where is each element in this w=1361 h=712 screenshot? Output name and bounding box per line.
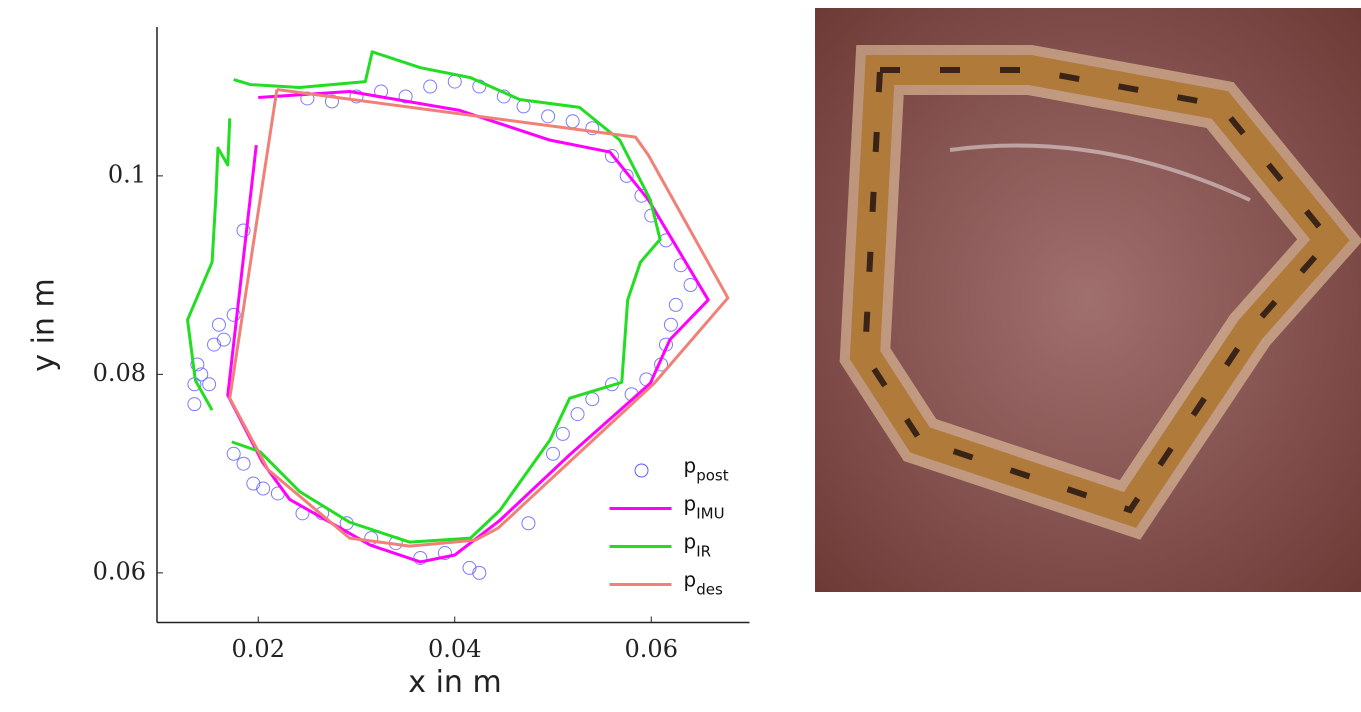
x-axis-label: x in m — [408, 665, 501, 700]
legend-subscript: IR — [696, 542, 711, 560]
scatter-point — [424, 80, 437, 93]
legend-marker — [635, 464, 648, 477]
scatter-point — [566, 115, 579, 128]
x-tick-label: 0.04 — [428, 635, 481, 663]
scatter-point — [669, 298, 682, 311]
scatter-point — [556, 427, 569, 440]
y-axis-label: y in m — [27, 278, 62, 371]
scatter-point — [257, 482, 270, 495]
scatter-point — [247, 477, 260, 490]
scatter-point — [664, 318, 677, 331]
scatter-point — [473, 566, 486, 579]
scatter-point — [547, 447, 560, 460]
legend-name: p — [684, 567, 697, 591]
legend-subscript: des — [696, 580, 723, 598]
legend-name: p — [684, 491, 697, 515]
scatter-point — [217, 333, 230, 346]
scatter-point — [208, 338, 221, 351]
scatter-point — [522, 517, 535, 530]
scatter-point — [227, 447, 240, 460]
photo — [815, 8, 1361, 592]
series-line — [188, 52, 661, 542]
series-line — [230, 90, 728, 547]
x-tick-label: 0.06 — [625, 635, 678, 663]
legend-name: p — [684, 453, 697, 477]
scatter-point — [203, 378, 216, 391]
legend-name: p — [684, 529, 697, 553]
y-tick-label: 0.1 — [108, 160, 146, 188]
scatter-point — [542, 110, 555, 123]
legend-label: pIMU — [684, 491, 725, 522]
legend-label: ppost — [684, 453, 729, 484]
figure: x in m y in m 0.020.040.060.060.080.1ppo… — [0, 0, 1361, 712]
scatter-point — [571, 408, 584, 421]
legend-subscript: post — [696, 466, 729, 484]
y-tick-label: 0.08 — [93, 359, 146, 387]
x-tick-label: 0.02 — [232, 635, 285, 663]
legend-label: pIR — [684, 529, 712, 560]
legend-subscript: IMU — [696, 504, 724, 522]
scatter-point — [463, 561, 476, 574]
legend-label: pdes — [684, 567, 723, 598]
scatter-point — [188, 398, 201, 411]
y-tick-label: 0.06 — [93, 557, 146, 585]
scatter-point — [237, 457, 250, 470]
scatter-point — [586, 393, 599, 406]
scatter-point — [448, 75, 461, 88]
scatter-point — [212, 318, 225, 331]
